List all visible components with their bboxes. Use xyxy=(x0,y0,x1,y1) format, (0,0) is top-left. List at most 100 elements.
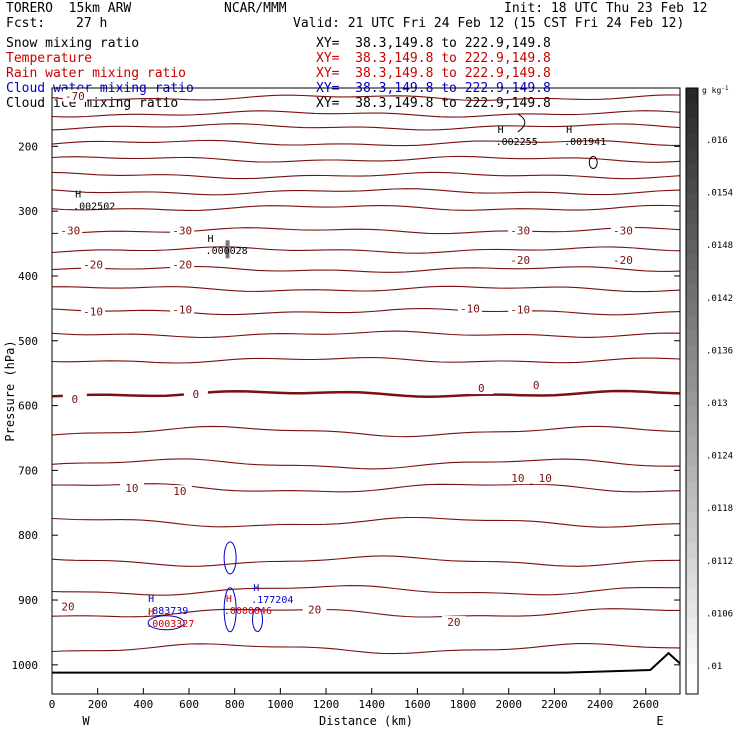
colorbar-swatch xyxy=(686,391,698,407)
high-marker: H xyxy=(566,125,572,136)
x-tick-label-600: 600 xyxy=(179,698,199,711)
colorbar-tick-label: .0142 xyxy=(706,294,733,304)
colorbar-swatch xyxy=(686,209,698,225)
temperature-label: -10 xyxy=(510,304,530,317)
colorbar-swatch xyxy=(686,618,698,634)
temperature-isotherm xyxy=(51,171,681,180)
label-background xyxy=(302,603,327,616)
temperature-isotherm xyxy=(51,226,681,235)
temperature-isotherm xyxy=(51,285,681,293)
cloud-water-contour xyxy=(147,615,185,631)
high-marker: H xyxy=(226,594,232,605)
colorbar-swatch xyxy=(686,224,698,240)
temperature-isotherm xyxy=(51,330,681,339)
fcst-label: Fcst: xyxy=(6,16,46,31)
cloud-water-contour xyxy=(223,541,237,575)
colorbar-swatch xyxy=(686,239,698,256)
colorbar-tick-label: .0154 xyxy=(706,189,733,199)
temperature-isotherm xyxy=(51,110,681,118)
field-xy-cloud-ice: XY= 38.3,149.8 to 222.9,149.8 xyxy=(316,96,551,111)
field-xy-temperature: XY= 38.3,149.8 to 222.9,149.8 xyxy=(316,51,551,66)
colorbar-swatch xyxy=(686,330,698,347)
y-tick-label-500: 500 xyxy=(18,335,38,348)
field-xy-rain: XY= 38.3,149.8 to 222.9,149.8 xyxy=(316,66,551,81)
colorbar-swatch xyxy=(686,451,698,468)
x-tick-label-1200: 1200 xyxy=(313,698,340,711)
label-background xyxy=(457,302,482,315)
y-tick-label-700: 700 xyxy=(18,464,38,477)
label-background xyxy=(55,600,80,613)
temperature-isotherm xyxy=(51,608,680,618)
temperature-isotherm xyxy=(51,458,681,470)
colorbar-swatch xyxy=(686,254,698,271)
y-tick-label-600: 600 xyxy=(18,400,38,413)
plot-frame xyxy=(51,87,681,695)
high-value: .0003327 xyxy=(146,619,194,630)
label-background xyxy=(183,387,208,400)
temperature-label: -70 xyxy=(65,90,85,103)
x-tick-label-2600: 2600 xyxy=(632,698,659,711)
label-background xyxy=(170,303,195,316)
colorbar-tick-label: .0124 xyxy=(706,452,733,462)
field-xy-snow: XY= 38.3,149.8 to 222.9,149.8 xyxy=(316,36,551,51)
temperature-isotherm xyxy=(51,246,681,254)
label-background xyxy=(119,481,144,494)
high-marker: H xyxy=(498,125,504,136)
temperature-label: -30 xyxy=(172,225,192,238)
colorbar-tick-label: .0136 xyxy=(706,346,733,356)
colorbar-swatch xyxy=(686,163,698,180)
y-tick-label-1000: 1000 xyxy=(12,659,39,672)
temperature-isotherm xyxy=(51,265,681,273)
temperature-isotherm xyxy=(51,643,681,655)
field-name-rain: Rain water mixing ratio xyxy=(6,66,187,81)
high-value: .002502 xyxy=(73,201,115,212)
x-tick-label-800: 800 xyxy=(225,698,245,711)
temperature-isotherm xyxy=(51,307,681,316)
colorbar: .016 .0154 .0148 .0142 .0136 .013 .0124 .0118 .0… xyxy=(685,87,733,695)
field-name-cloud-water: Cloud water mixing ratio xyxy=(6,81,194,96)
colorbar-swatch xyxy=(686,512,698,528)
label-background xyxy=(524,378,549,391)
temperature-isotherm xyxy=(51,94,681,101)
colorbar-swatch xyxy=(686,497,698,513)
valid-time: Valid: 21 UTC Fri 24 Feb 12 (15 CST Fri … xyxy=(293,16,685,31)
temperature-isotherm xyxy=(51,555,681,567)
label-background xyxy=(508,253,533,266)
label-background xyxy=(170,258,195,271)
colorbar-swatch xyxy=(686,633,698,650)
colorbar-tick-label: .0118 xyxy=(706,504,733,514)
x-tick-label-1400: 1400 xyxy=(358,698,385,711)
high-value: .177204 xyxy=(251,595,293,606)
init-time: Init: 18 UTC Thu 23 Feb 12 xyxy=(504,1,708,16)
colorbar-swatch xyxy=(686,421,698,437)
temperature-isotherm xyxy=(51,425,681,438)
colorbar-frame xyxy=(685,87,699,695)
label-background xyxy=(508,224,533,237)
y-tick-label-400: 400 xyxy=(18,270,38,283)
colorbar-swatch xyxy=(686,678,698,695)
high-value: .002255 xyxy=(496,137,538,148)
colorbar-unit: g kg-1 xyxy=(702,85,729,95)
x-tick-label-1600: 1600 xyxy=(404,698,431,711)
contour-labels: -70 -30 -30 -30 -30 -20 -20 -20 -20 -10 -10 -10 -10 0… xyxy=(55,89,635,630)
temperature-label: -30 xyxy=(60,225,80,238)
y-tick-label-300: 300 xyxy=(18,205,38,218)
colorbar-swatch xyxy=(686,375,698,392)
fcst-value: 27 h xyxy=(76,16,108,31)
colorbar-tick-label: .0148 xyxy=(706,241,733,251)
x-tick-label-2400: 2400 xyxy=(587,698,614,711)
colorbar-tick-label: .013 xyxy=(706,399,728,409)
x-tick-label-400: 400 xyxy=(133,698,153,711)
cloud-water-contour xyxy=(223,587,237,633)
label-background xyxy=(170,224,195,237)
temperature-label: -20 xyxy=(172,258,192,271)
colorbar-swatch xyxy=(686,603,698,619)
temperature-label: 0 xyxy=(533,379,540,392)
colorbar-swatch xyxy=(686,118,698,134)
colorbar-swatch xyxy=(686,360,698,377)
colorbar-swatch xyxy=(686,88,698,104)
temperature-label: -30 xyxy=(613,225,633,238)
label-background xyxy=(610,224,635,237)
colorbar-swatch xyxy=(686,194,698,210)
